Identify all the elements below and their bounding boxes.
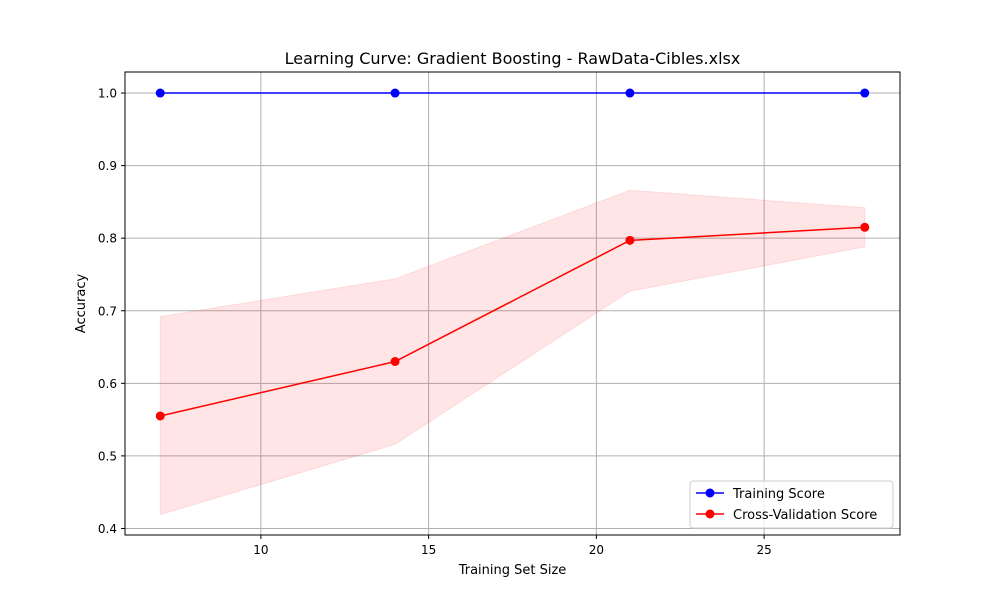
y-tick-label: 0.8 [98, 232, 117, 246]
x-tick-label: 10 [253, 543, 268, 557]
x-axis-label: Training Set Size [458, 563, 567, 578]
data-point [390, 88, 400, 98]
y-tick-label: 0.7 [98, 304, 117, 318]
y-tick-label: 1.0 [98, 87, 117, 101]
y-tick-label: 0.6 [98, 377, 117, 391]
series-lines [155, 88, 870, 421]
confidence-bands [159, 189, 866, 516]
legend-marker-cross-validation [705, 509, 715, 519]
legend-label-training: Training Score [732, 487, 825, 502]
y-axis-label: Accuracy [74, 274, 89, 334]
chart-title: Learning Curve: Gradient Boosting - RawD… [285, 49, 741, 68]
legend-marker-training [705, 488, 715, 498]
data-point [860, 88, 870, 98]
y-tick-label: 0.9 [98, 159, 117, 173]
series-line [160, 226, 865, 417]
x-tick-label: 25 [756, 543, 771, 557]
data-point [155, 88, 165, 98]
data-point [155, 411, 165, 421]
plot-area-frame [124, 71, 901, 536]
y-tick-label: 0.4 [98, 522, 117, 536]
data-point [625, 88, 635, 98]
x-tick-label: 15 [421, 543, 436, 557]
data-point [860, 222, 870, 232]
x-tick-label: 20 [589, 543, 604, 557]
legend: Training Score Cross-Validation Score [689, 480, 894, 529]
legend-label-cross-validation: Cross-Validation Score [733, 508, 877, 523]
confidence-band [159, 189, 866, 516]
y-tick-label: 0.5 [98, 449, 117, 463]
data-point [625, 235, 635, 245]
axis-ticks: 10 15 20 25 0.4 0.5 0.6 0.7 0.8 0.9 1.0 [98, 87, 772, 557]
data-point [390, 357, 400, 367]
legend-box [689, 480, 894, 529]
